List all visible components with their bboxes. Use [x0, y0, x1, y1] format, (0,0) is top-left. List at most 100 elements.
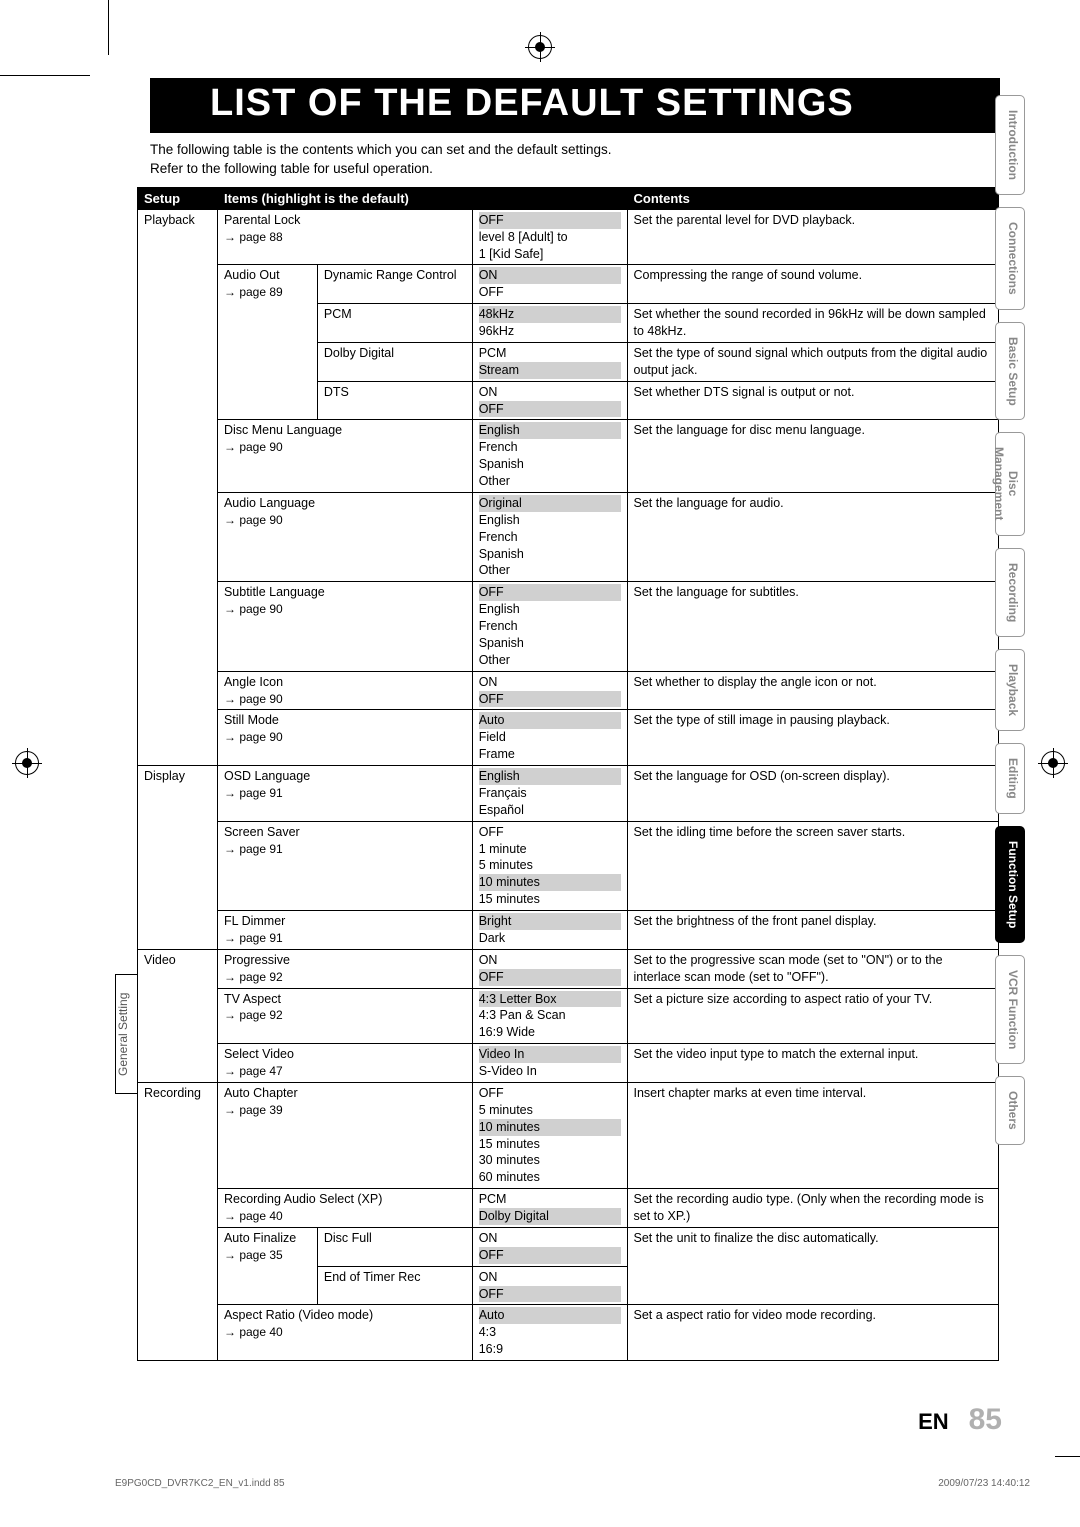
crop-mark [108, 0, 109, 55]
subitem-cell: DTS [317, 381, 472, 420]
item-cell: Audio Outpage 89 [217, 265, 317, 420]
subitem-cell: End of Timer Rec [317, 1266, 472, 1305]
item-cell: Recording Audio Select (XP)page 40 [217, 1189, 472, 1228]
registration-mark-icon [15, 751, 39, 775]
table-row: Select Videopage 47 Video InS-Video In S… [138, 1044, 999, 1083]
options-cell: ONOFF [472, 1266, 627, 1305]
desc-cell: Set whether to display the angle icon or… [627, 671, 999, 710]
desc-cell: Compressing the range of sound volume. [627, 265, 999, 304]
table-header-row: Setup Items (highlight is the default) C… [138, 187, 999, 209]
tab-editing[interactable]: Editing [995, 743, 1025, 814]
tab-basic-setup[interactable]: Basic Setup [995, 322, 1025, 421]
options-cell: 48kHz96kHz [472, 304, 627, 343]
desc-cell: Set a picture size according to aspect r… [627, 988, 999, 1044]
options-cell: EnglishFrenchSpanishOther [472, 420, 627, 493]
desc-cell: Set the type of still image in pausing p… [627, 710, 999, 766]
desc-cell: Insert chapter marks at even time interv… [627, 1082, 999, 1188]
page-title: LIST OF THE DEFAULT SETTINGS [150, 78, 1000, 133]
tab-playback[interactable]: Playback [995, 649, 1025, 731]
tab-connections[interactable]: Connections [995, 207, 1025, 310]
options-cell: Auto4:316:9 [472, 1305, 627, 1361]
options-cell: AutoFieldFrame [472, 710, 627, 766]
th-setup: Setup [138, 187, 218, 209]
desc-cell: Set a aspect ratio for video mode record… [627, 1305, 999, 1361]
vertical-section-label: General Setting [115, 974, 137, 1094]
crop-mark [1055, 1456, 1080, 1457]
options-cell: ONOFF [472, 381, 627, 420]
table-row: Screen Saverpage 91 OFF1 minute5 minutes… [138, 821, 999, 910]
desc-cell: Set the video input type to match the ex… [627, 1044, 999, 1083]
footer-right: 2009/07/23 14:40:12 [938, 1478, 1030, 1489]
crop-mark [0, 75, 90, 76]
table-row: Audio Languagepage 90 OriginalEnglishFre… [138, 492, 999, 581]
tab-function-setup[interactable]: Function Setup [995, 826, 1025, 943]
desc-cell: Set the language for disc menu language. [627, 420, 999, 493]
options-cell: PCMDolby Digital [472, 1189, 627, 1228]
options-cell: PCMStream [472, 342, 627, 381]
tab-recording[interactable]: Recording [995, 548, 1025, 637]
options-cell: ONOFF [472, 671, 627, 710]
item-cell: Auto Chapterpage 39 [217, 1082, 472, 1188]
item-cell: FL Dimmerpage 91 [217, 911, 472, 950]
options-cell: EnglishFrançaisEspañol [472, 766, 627, 822]
item-cell: OSD Languagepage 91 [217, 766, 472, 822]
intro-line: Refer to the following table for useful … [150, 161, 433, 176]
item-cell: Screen Saverpage 91 [217, 821, 472, 910]
tab-vcr-function[interactable]: VCR Function [995, 955, 1025, 1064]
options-cell: OFF5 minutes10 minutes15 minutes30 minut… [472, 1082, 627, 1188]
desc-cell: Set to the progressive scan mode (set to… [627, 949, 999, 988]
options-cell: OFFEnglishFrenchSpanishOther [472, 582, 627, 671]
table-row: Audio Outpage 89 Dynamic Range Control O… [138, 265, 999, 304]
intro-text: The following table is the contents whic… [150, 141, 1000, 179]
desc-cell: Set the parental level for DVD playback. [627, 209, 999, 265]
table-row: Recording Auto Chapterpage 39 OFF5 minut… [138, 1082, 999, 1188]
desc-cell: Set the language for OSD (on-screen disp… [627, 766, 999, 822]
page-number: EN85 [918, 1403, 1002, 1437]
desc-cell: Set the idling time before the screen sa… [627, 821, 999, 910]
table-row: Playback Parental Lockpage 88 OFFlevel 8… [138, 209, 999, 265]
subitem-cell: Disc Full [317, 1227, 472, 1266]
setup-cell: Display [138, 766, 218, 950]
item-cell: Audio Languagepage 90 [217, 492, 472, 581]
item-cell: Subtitle Languagepage 90 [217, 582, 472, 671]
options-cell: 4:3 Letter Box4:3 Pan & Scan16:9 Wide [472, 988, 627, 1044]
subitem-cell: PCM [317, 304, 472, 343]
desc-cell: Set the language for subtitles. [627, 582, 999, 671]
desc-cell: Set whether DTS signal is output or not. [627, 381, 999, 420]
item-cell: TV Aspectpage 92 [217, 988, 472, 1044]
item-cell: Disc Menu Languagepage 90 [217, 420, 472, 493]
desc-cell: Set the brightness of the front panel di… [627, 911, 999, 950]
tab-others[interactable]: Others [995, 1076, 1025, 1145]
options-cell: Video InS-Video In [472, 1044, 627, 1083]
item-cell: Still Modepage 90 [217, 710, 472, 766]
table-row: FL Dimmerpage 91 BrightDark Set the brig… [138, 911, 999, 950]
setup-cell: Video [138, 949, 218, 1082]
item-cell: Auto Finalizepage 35 [217, 1227, 317, 1305]
table-row: Subtitle Languagepage 90 OFFEnglishFrenc… [138, 582, 999, 671]
th-items: Items (highlight is the default) [217, 187, 627, 209]
settings-table: Setup Items (highlight is the default) C… [137, 187, 999, 1361]
options-cell: OriginalEnglishFrenchSpanishOther [472, 492, 627, 581]
options-cell: OFFlevel 8 [Adult] to1 [Kid Safe] [472, 209, 627, 265]
tab-disc-management[interactable]: Disc Management [995, 432, 1025, 535]
setup-cell: Recording [138, 1082, 218, 1360]
table-row: Video Progressivepage 92 ONOFF Set to th… [138, 949, 999, 988]
table-row: Angle Iconpage 90 ONOFF Set whether to d… [138, 671, 999, 710]
table-row: Auto Finalizepage 35 Disc Full ONOFF Set… [138, 1227, 999, 1266]
th-contents: Contents [627, 187, 999, 209]
item-cell: Parental Lockpage 88 [217, 209, 472, 265]
table-row: Recording Audio Select (XP)page 40 PCMDo… [138, 1189, 999, 1228]
table-row: Aspect Ratio (Video mode)page 40 Auto4:3… [138, 1305, 999, 1361]
registration-mark-icon [1041, 751, 1065, 775]
tab-introduction[interactable]: Introduction [995, 95, 1025, 195]
options-cell: ONOFF [472, 265, 627, 304]
table-row: Disc Menu Languagepage 90 EnglishFrenchS… [138, 420, 999, 493]
subitem-cell: Dynamic Range Control [317, 265, 472, 304]
page-lang: EN [918, 1409, 949, 1434]
options-cell: BrightDark [472, 911, 627, 950]
table-row: Still Modepage 90 AutoFieldFrame Set the… [138, 710, 999, 766]
footer-left: E9PG0CD_DVR7KC2_EN_v1.indd 85 [115, 1478, 285, 1489]
side-tabs: Introduction Connections Basic Setup Dis… [995, 95, 1025, 1145]
table-row: Display OSD Languagepage 91 EnglishFranç… [138, 766, 999, 822]
desc-cell: Set the language for audio. [627, 492, 999, 581]
